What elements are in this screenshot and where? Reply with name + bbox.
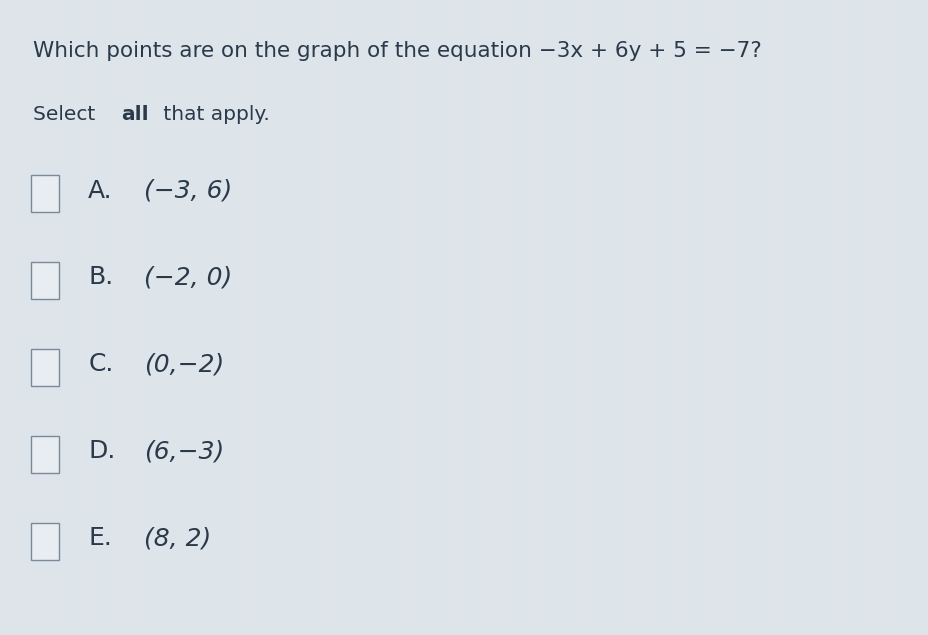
Text: B.: B. <box>88 265 113 290</box>
Text: E.: E. <box>88 526 112 551</box>
FancyBboxPatch shape <box>31 262 58 299</box>
FancyBboxPatch shape <box>31 436 58 474</box>
FancyBboxPatch shape <box>31 349 58 386</box>
Text: D.: D. <box>88 439 115 464</box>
Text: that apply.: that apply. <box>157 105 269 124</box>
Text: (−3, 6): (−3, 6) <box>144 178 232 203</box>
Text: (6,−3): (6,−3) <box>144 439 224 464</box>
FancyBboxPatch shape <box>31 523 58 561</box>
Text: Select: Select <box>32 105 101 124</box>
Text: (−2, 0): (−2, 0) <box>144 265 232 290</box>
Text: Which points are on the graph of the equation −3x + 6y + 5 = −7?: Which points are on the graph of the equ… <box>32 41 760 61</box>
Text: (0,−2): (0,−2) <box>144 352 224 377</box>
Text: all: all <box>121 105 148 124</box>
FancyBboxPatch shape <box>31 175 58 212</box>
Text: A.: A. <box>88 178 113 203</box>
Text: C.: C. <box>88 352 113 377</box>
Text: (8, 2): (8, 2) <box>144 526 211 551</box>
